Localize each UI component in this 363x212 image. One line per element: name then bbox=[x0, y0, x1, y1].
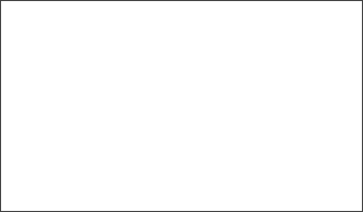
Text: C: C bbox=[326, 6, 333, 16]
Bar bbox=[0, 82, 35, 112]
Bar bbox=[175, 52, 295, 82]
Bar bbox=[35, 0, 175, 22]
Bar bbox=[295, 82, 363, 112]
Text: A: A bbox=[102, 6, 108, 16]
Text: Rate ( annual ): Rate ( annual ) bbox=[61, 92, 149, 102]
Bar bbox=[175, 0, 295, 22]
Bar bbox=[175, 22, 295, 52]
Bar bbox=[175, 187, 295, 212]
Text: 3: 3 bbox=[15, 92, 20, 102]
Text: 1: 1 bbox=[15, 32, 20, 42]
Bar bbox=[0, 52, 35, 82]
Text: $566.14: $566.14 bbox=[246, 62, 289, 72]
Bar bbox=[0, 187, 35, 212]
Bar bbox=[0, 112, 35, 187]
Text: Number of periods in
a year: Number of periods in a year bbox=[35, 135, 175, 163]
Text: Monthly Payment: Monthly Payment bbox=[54, 62, 156, 72]
Bar bbox=[295, 52, 363, 82]
Text: 2: 2 bbox=[15, 63, 20, 71]
Bar bbox=[0, 0, 363, 22]
Bar bbox=[175, 82, 295, 112]
Bar bbox=[35, 52, 175, 82]
Bar bbox=[0, 0, 35, 22]
Text: B: B bbox=[232, 6, 238, 16]
Bar bbox=[295, 0, 363, 22]
Text: Loan Amount: Loan Amount bbox=[66, 32, 144, 42]
Bar bbox=[295, 22, 363, 52]
Bar bbox=[0, 22, 35, 52]
Text: 4: 4 bbox=[15, 174, 20, 184]
Bar bbox=[35, 22, 175, 52]
Bar bbox=[295, 112, 363, 187]
Text: 5%: 5% bbox=[273, 92, 289, 102]
Bar bbox=[295, 187, 363, 212]
Text: 12: 12 bbox=[228, 143, 242, 156]
Bar bbox=[175, 112, 295, 187]
Bar bbox=[35, 112, 175, 187]
Bar bbox=[35, 187, 175, 212]
Bar bbox=[35, 82, 175, 112]
Text: 5: 5 bbox=[15, 195, 20, 204]
Text: $30,000.00: $30,000.00 bbox=[230, 32, 289, 42]
